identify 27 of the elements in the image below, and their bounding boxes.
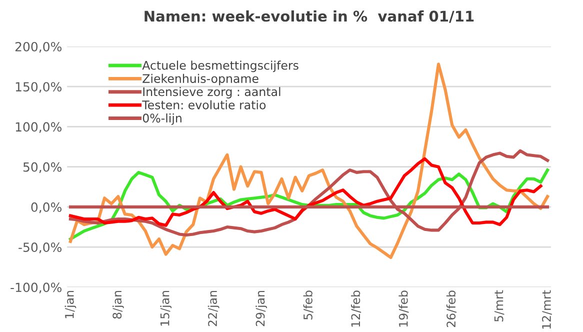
legend-label: Ziekenhuis-opname [142,74,258,86]
x-tick-label: 26/feb [446,290,456,328]
y-tick-label: -100,0% [10,282,62,294]
x-tick-label: 15/jan [160,290,172,326]
y-tick-label: -50,0% [18,242,62,254]
y-tick-label: 150,0% [16,82,62,93]
x-tick-label: 5/mrt [494,290,504,322]
x-tick-label: 5/feb [303,290,314,320]
x-tick-label: 29/jan [256,290,267,326]
legend-label: Testen: evolutie ratio [142,100,266,110]
x-tick-label: 8/jan [112,290,124,319]
y-tick-label: 100,0% [16,122,62,133]
y-tick-label: 50,0% [23,162,62,174]
legend-label: 0%-lijn [142,113,182,125]
x-tick-label: 12/mrt [542,290,552,329]
x-tick-label: 1/jan [64,290,76,318]
chart-title: Namen: week-evolutie in % vanaf 01/11 [144,10,474,23]
x-tick-label: 12/feb [350,290,362,327]
line-series [68,62,550,260]
y-tick-label: 0,0% [31,202,62,214]
x-tick-label: 22/jan [208,290,220,326]
x-tick-label: 19/feb [398,290,409,327]
y-tick-label: 200,0% [15,42,62,53]
line-series [68,149,550,237]
line-series [68,157,542,227]
legend-label: Actuele besmettingscijfers [142,60,298,72]
legend-label: Intensieve zorg : aantal [143,87,280,98]
